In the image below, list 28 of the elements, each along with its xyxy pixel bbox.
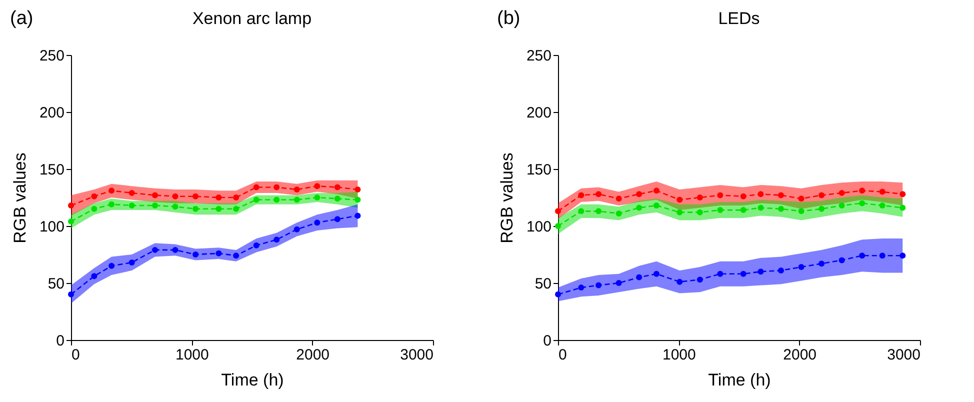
x-tick-label: 2000 [783, 346, 817, 364]
y-tick-label: 50 [48, 276, 64, 292]
y-tick-label: 250 [526, 48, 552, 64]
y-tick-label: 150 [39, 162, 64, 178]
x-axis-title: Time (h) [221, 370, 284, 390]
y-tick-label: 250 [39, 48, 64, 64]
x-tick-label: 2000 [296, 346, 330, 364]
x-tick-label: 0 [72, 346, 80, 364]
x-tick-label: 3000 [400, 346, 434, 364]
y-tick-label: 150 [526, 162, 552, 178]
y-tick-label: 50 [534, 276, 552, 292]
y-tick-label: 100 [39, 218, 64, 236]
y-axis-title: RGB values [10, 152, 30, 244]
y-tick-label: 200 [526, 104, 552, 122]
y-axis-title: RGB values [497, 152, 516, 244]
y-tick-label: 0 [56, 332, 64, 350]
y-tick-label: 200 [39, 104, 64, 122]
chart-title: LEDs [718, 9, 760, 28]
text: (b) [497, 8, 520, 30]
x-tick-label: 3000 [887, 346, 920, 364]
x-tick-label: 1000 [662, 346, 696, 364]
y-tick-label: 100 [526, 218, 552, 236]
y-tick-label: 0 [543, 332, 552, 350]
text: (a) [10, 8, 34, 30]
x-axis-title: Time (h) [708, 370, 771, 390]
x-tick-label: 1000 [175, 346, 209, 364]
x-tick-label: 0 [558, 346, 567, 364]
chart-title: Xenon arc lamp [192, 9, 312, 28]
